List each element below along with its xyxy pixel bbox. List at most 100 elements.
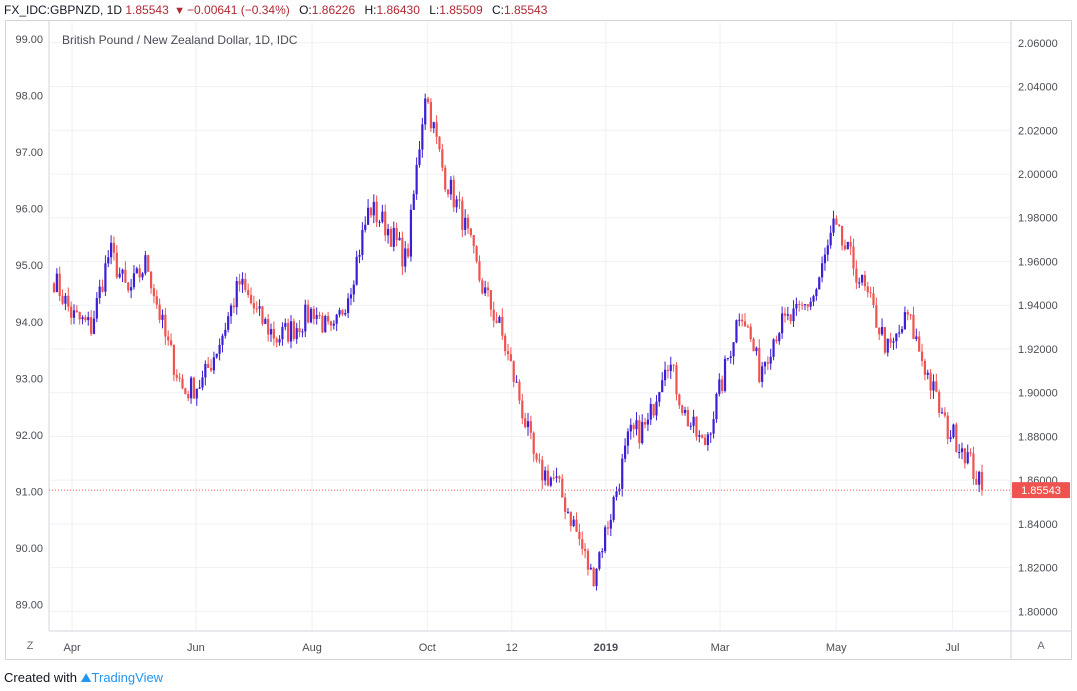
candle bbox=[795, 297, 798, 316]
candle bbox=[421, 117, 424, 158]
candle-body bbox=[169, 340, 173, 345]
candle-body bbox=[432, 122, 435, 129]
candle-body bbox=[786, 314, 789, 316]
candle bbox=[392, 221, 395, 252]
symbol-name[interactable]: FX_IDC:GBPNZD, 1D bbox=[4, 3, 123, 17]
candle-body bbox=[466, 217, 470, 229]
candle-body bbox=[278, 339, 281, 343]
candle-body bbox=[361, 229, 364, 256]
candle bbox=[369, 206, 373, 219]
candle-body bbox=[318, 315, 321, 317]
candle bbox=[341, 309, 344, 317]
candle bbox=[826, 239, 829, 262]
candle bbox=[187, 390, 190, 402]
candle bbox=[129, 278, 133, 299]
candle bbox=[558, 475, 561, 483]
candle bbox=[538, 453, 541, 464]
candle bbox=[361, 222, 364, 261]
candle-body bbox=[395, 227, 398, 241]
candle-body bbox=[252, 303, 255, 309]
candle-body bbox=[706, 434, 709, 446]
candle bbox=[347, 293, 350, 319]
candle-body bbox=[555, 476, 558, 478]
candle-body bbox=[581, 539, 584, 549]
candle bbox=[735, 319, 738, 344]
candle-body bbox=[492, 309, 495, 321]
candle bbox=[769, 348, 772, 370]
candle-body bbox=[966, 452, 969, 464]
auto-scale-button[interactable]: A bbox=[1037, 640, 1045, 652]
candle-body bbox=[535, 454, 538, 460]
candle bbox=[572, 515, 575, 528]
auto-zoom-button[interactable]: Z bbox=[26, 640, 34, 652]
candle-body bbox=[721, 379, 724, 391]
candle-body bbox=[763, 362, 767, 367]
candle bbox=[406, 243, 410, 259]
chart-grid bbox=[50, 22, 1010, 630]
candle-body bbox=[820, 263, 824, 278]
candle bbox=[840, 225, 844, 251]
last-price-tag: 1.85543 bbox=[1012, 482, 1070, 499]
last-price: 1.85543 bbox=[125, 3, 169, 17]
candle bbox=[275, 336, 278, 348]
candle-body bbox=[918, 336, 921, 352]
candle-body bbox=[938, 391, 941, 413]
candle-body bbox=[135, 268, 138, 274]
candle bbox=[952, 423, 955, 439]
candle bbox=[309, 306, 313, 324]
left-tick-label: 95.00 bbox=[15, 260, 43, 272]
candle bbox=[189, 376, 193, 404]
candle bbox=[281, 322, 284, 346]
candle bbox=[227, 312, 230, 333]
candle-body bbox=[312, 308, 315, 319]
candle-body bbox=[489, 290, 492, 310]
candle bbox=[378, 219, 381, 227]
candle bbox=[898, 324, 901, 338]
candle bbox=[695, 416, 698, 441]
candle bbox=[224, 322, 227, 339]
candle bbox=[121, 268, 124, 283]
candle bbox=[863, 270, 867, 291]
candle-body bbox=[803, 304, 807, 306]
candle-body bbox=[338, 310, 341, 315]
candle bbox=[446, 188, 450, 198]
candle bbox=[638, 415, 641, 449]
candle-body bbox=[121, 269, 124, 274]
candle-body bbox=[384, 211, 387, 236]
candle-body bbox=[304, 304, 307, 332]
candle-body bbox=[70, 306, 73, 318]
candle bbox=[886, 338, 889, 357]
candle-body bbox=[247, 289, 250, 295]
candle bbox=[926, 369, 929, 380]
candle bbox=[147, 254, 150, 273]
candle-body bbox=[87, 317, 90, 321]
candle bbox=[792, 300, 795, 328]
candle bbox=[269, 323, 273, 342]
candle bbox=[578, 523, 581, 546]
candle-body bbox=[858, 282, 861, 284]
candle bbox=[232, 297, 235, 314]
candle-body bbox=[81, 317, 84, 320]
candle bbox=[678, 393, 681, 409]
candle-body bbox=[475, 246, 478, 262]
candle bbox=[552, 470, 555, 481]
time-tick-label: Jun bbox=[187, 642, 205, 654]
candle-body bbox=[269, 329, 273, 335]
candle bbox=[152, 284, 156, 304]
candle bbox=[915, 328, 918, 342]
candle bbox=[135, 266, 138, 274]
candle bbox=[184, 387, 187, 395]
candle-body bbox=[132, 273, 136, 288]
candle-body bbox=[512, 361, 515, 382]
candle-body bbox=[441, 149, 444, 168]
candle-body bbox=[464, 217, 467, 230]
candle-body bbox=[295, 328, 298, 340]
candle bbox=[544, 466, 547, 486]
candle bbox=[575, 512, 578, 532]
candle bbox=[766, 356, 769, 370]
tradingview-brand[interactable]: TradingView bbox=[91, 670, 164, 685]
candle bbox=[104, 255, 107, 297]
candle bbox=[478, 255, 481, 283]
candle bbox=[304, 299, 307, 338]
